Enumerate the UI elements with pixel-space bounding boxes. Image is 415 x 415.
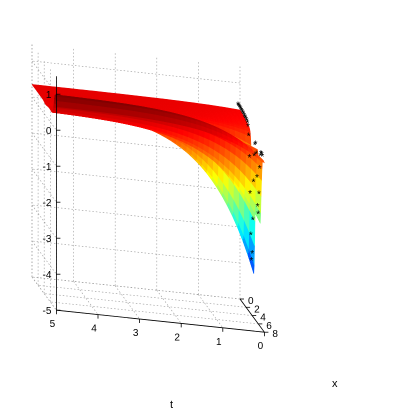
surface-patch — [112, 108, 120, 115]
surface-patch — [76, 103, 83, 110]
surface-patch — [144, 112, 151, 120]
surface-patch — [164, 116, 172, 124]
surface-patch — [92, 105, 99, 112]
data-marker: * — [252, 152, 256, 163]
surface-patch — [258, 156, 265, 164]
data-marker: * — [247, 132, 251, 143]
data-marker: * — [240, 107, 244, 118]
floor-grid-line — [156, 290, 182, 324]
surface-patch — [102, 106, 109, 114]
z-tick-label: -4 — [42, 270, 51, 281]
data-marker: * — [243, 114, 247, 125]
data-marker: * — [254, 140, 258, 151]
t-axis-label: t — [170, 399, 173, 411]
surface-patch — [133, 110, 140, 118]
data-marker: * — [258, 164, 262, 175]
data-marker: * — [255, 173, 259, 184]
surface-patch — [128, 110, 135, 117]
z-tick-label: -5 — [42, 306, 51, 317]
data-marker: * — [242, 111, 246, 122]
z-tick-label: 1 — [46, 90, 52, 101]
floor-grid-line — [114, 285, 140, 320]
data-marker: * — [252, 177, 256, 188]
t-tick-label: 5 — [50, 319, 56, 330]
data-marker: * — [256, 202, 260, 213]
surface-patch — [60, 101, 68, 109]
data-marker: * — [239, 106, 243, 117]
data-marker: * — [248, 189, 252, 200]
data-marker: * — [254, 149, 258, 160]
data-marker: * — [259, 149, 263, 160]
data-marker: * — [250, 249, 254, 260]
floor-grid-line — [198, 294, 224, 328]
surface-patch — [97, 105, 104, 113]
surface-patch — [71, 102, 78, 110]
surface-patch — [138, 111, 146, 119]
back-wall-grid-line — [31, 204, 241, 228]
data-marker: * — [253, 141, 257, 152]
z-tick-label: -3 — [42, 234, 51, 245]
data-marker: * — [249, 231, 253, 242]
data-marker: * — [258, 151, 262, 162]
x-tick-label: 4 — [260, 313, 266, 324]
data-marker: * — [260, 150, 264, 161]
x-tick-label: 0 — [248, 296, 254, 307]
surface-patch — [107, 107, 114, 114]
back-wall-grid-line — [31, 240, 241, 264]
t-axis-line — [56, 309, 265, 333]
surface-patch — [118, 108, 125, 116]
t-tick-label: 3 — [133, 328, 139, 339]
x-tick-label: 8 — [272, 329, 278, 340]
data-marker: * — [237, 102, 241, 113]
x-tick-label: 2 — [254, 304, 260, 315]
axes — [56, 76, 269, 337]
data-marker: * — [243, 112, 247, 123]
surface-patch — [149, 113, 156, 121]
z-tick-label: -1 — [42, 162, 51, 173]
data-marker: * — [256, 210, 260, 221]
z-tick-label: -2 — [42, 198, 51, 209]
t-tick-label: 4 — [91, 324, 97, 335]
data-marker: * — [246, 122, 250, 133]
x-tick-label: 6 — [266, 321, 272, 332]
data-marker: * — [257, 189, 261, 200]
data-marker: * — [245, 116, 249, 127]
floor-grid-line — [73, 281, 99, 315]
data-markers: ************************************* — [236, 100, 264, 267]
data-marker: * — [237, 101, 241, 112]
x-axis-label: x — [332, 378, 338, 390]
surface — [31, 84, 265, 274]
surface-patch — [154, 114, 161, 122]
data-marker: * — [241, 110, 245, 121]
data-marker: * — [247, 153, 251, 164]
data-marker: * — [244, 115, 248, 126]
data-marker: * — [239, 105, 243, 116]
data-marker: * — [236, 100, 240, 111]
surface-patch — [81, 104, 88, 111]
t-tick-label: 2 — [174, 332, 180, 343]
t-tick-label: 1 — [216, 337, 222, 348]
t-tick-label: 0 — [258, 341, 264, 352]
surface-patch — [66, 102, 73, 109]
data-marker: * — [250, 256, 254, 267]
back-wall-grid-line — [31, 60, 241, 84]
surface-patch — [159, 115, 166, 123]
z-tick-label: 0 — [46, 126, 52, 137]
surface-patch — [55, 100, 62, 108]
surface-patch — [86, 104, 94, 112]
data-marker: * — [238, 104, 242, 115]
data-marker: * — [241, 108, 245, 119]
data-marker: * — [260, 152, 264, 163]
data-marker: * — [251, 216, 255, 227]
surface-patch — [170, 117, 177, 125]
data-marker: * — [245, 118, 249, 129]
surface-patch — [123, 109, 130, 116]
grid-lines — [31, 43, 265, 333]
